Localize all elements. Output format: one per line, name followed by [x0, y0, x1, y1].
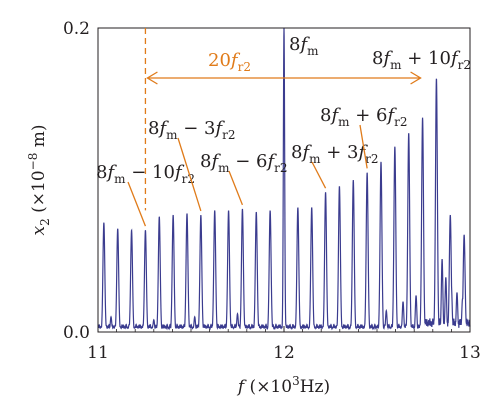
span-arrow-head-left	[146, 71, 158, 85]
axes: 11 12 13 0.0 0.2 f (×103Hz) x2 (×10−8 m)	[26, 19, 481, 397]
span-arrow-head-right	[410, 71, 422, 85]
span-label: 20fr2	[208, 50, 251, 74]
annotation-leader	[359, 124, 368, 169]
x-axis-label: f (×103Hz)	[236, 374, 330, 397]
x-tick-label: 11	[87, 343, 109, 363]
annotation-fm: 8fm	[289, 34, 319, 58]
y-tick-label: 0.2	[63, 19, 90, 39]
y-axis-label: x2 (×10−8 m)	[26, 124, 52, 235]
x-tick-label: 12	[273, 343, 295, 363]
annotation-plus10: 8fm + 10fr2	[372, 48, 471, 72]
annotation-plus6: 8fm + 6fr2	[320, 105, 408, 129]
y-tick-label: 0.0	[63, 323, 90, 343]
x-tick-label: 13	[459, 343, 481, 363]
annotation-leader	[228, 170, 244, 206]
annotation-leader	[127, 181, 147, 227]
annotation-leader	[311, 161, 327, 189]
annotation-minus3: 8fm − 3fr2	[148, 118, 236, 142]
annotation-leader	[177, 137, 202, 212]
annotation-minus6: 8fm − 6fr2	[200, 151, 288, 175]
